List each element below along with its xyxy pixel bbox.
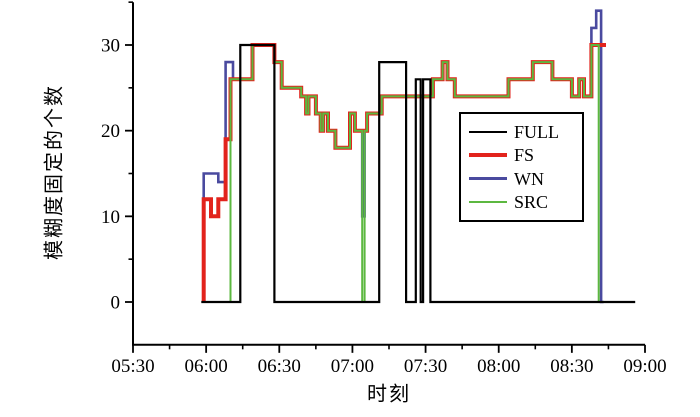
legend-row-src: SRC: [469, 193, 574, 211]
x-tick-label: 09:00: [623, 356, 666, 377]
y-tick-label: 30: [101, 36, 120, 57]
legend-label-full: FULL: [514, 121, 559, 142]
legend: FULL FS WN SRC: [459, 112, 584, 222]
legend-line-sample-wn: [469, 177, 507, 181]
y-tick-label: 20: [101, 121, 120, 142]
y-tick-label: 10: [101, 207, 120, 228]
x-tick-label: 08:30: [550, 356, 593, 377]
x-tick-label: 08:00: [477, 356, 520, 377]
legend-row-full: FULL: [469, 123, 574, 141]
x-tick-label: 06:00: [185, 356, 228, 377]
legend-line-sample-full: [469, 130, 507, 133]
legend-line-sample-fs: [469, 153, 507, 158]
y-tick-label: 0: [111, 293, 121, 314]
axes-frame: [132, 2, 645, 346]
legend-row-wn: WN: [469, 170, 574, 188]
legend-label-fs: FS: [514, 145, 535, 166]
x-tick-label: 07:30: [404, 356, 447, 377]
y-axis-title: 模糊度固定的个数: [43, 84, 66, 260]
x-tick-label: 05:30: [111, 356, 154, 377]
x-tick-label: 07:00: [331, 356, 374, 377]
legend-row-fs: FS: [469, 146, 574, 164]
legend-line-sample-src: [469, 201, 507, 204]
x-tick-label: 06:30: [258, 356, 301, 377]
legend-label-wn: WN: [514, 168, 544, 189]
x-axis-title: 时刻: [367, 383, 411, 406]
series-line-full: [201, 43, 636, 304]
legend-label-src: SRC: [514, 192, 549, 213]
